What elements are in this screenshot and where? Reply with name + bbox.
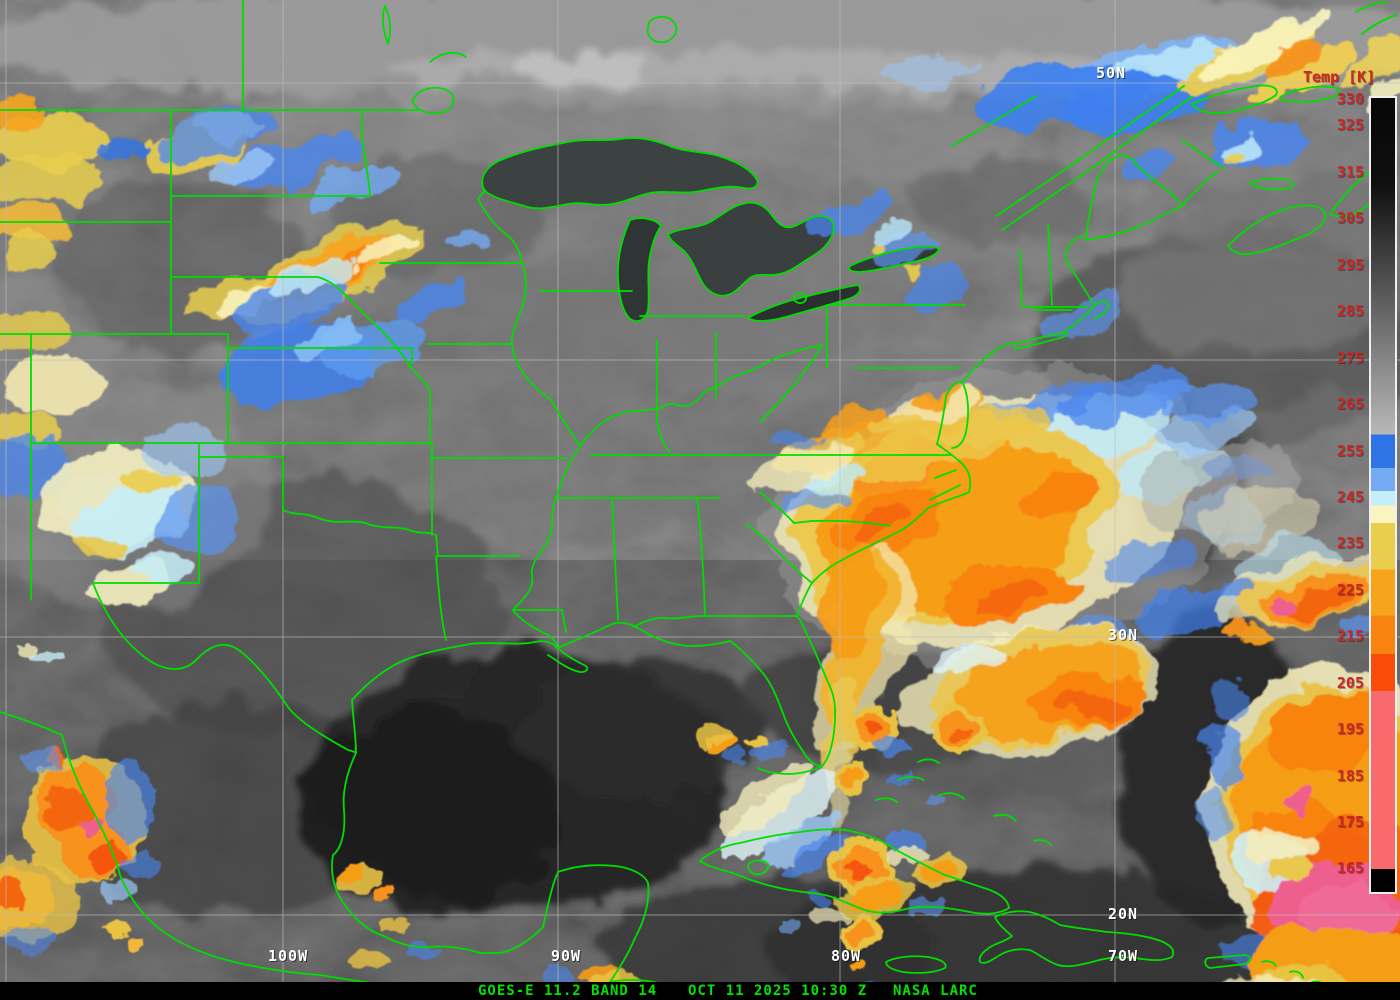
colorbar-tick: 175 [1336,813,1364,831]
satellite-id: GOES-E 11.2 BAND 14 [478,983,658,999]
lon-label-100w: 100W [268,947,309,965]
colorbar-tick: 245 [1336,488,1364,506]
agency-credit: NASA LARC [893,983,978,999]
storm-carolinas [751,366,1365,827]
lat-label-50n: 50N [1096,64,1127,82]
colorbar-tick: 285 [1336,302,1364,320]
colorbar-tick: 215 [1336,627,1364,645]
lat-label-20n: 20N [1108,905,1139,923]
colorbar-tick: 330 [1336,90,1364,108]
convection-caribbean [692,706,986,971]
lon-label-80w: 80W [831,947,862,965]
colorbar-tick: 265 [1336,395,1364,413]
lon-label-70w: 70W [1108,947,1139,965]
colorbar-tick: 205 [1336,674,1364,692]
colorbar-tick: 325 [1336,116,1364,134]
timestamp: OCT 11 2025 10:30 Z [688,983,868,999]
colorbar-tick: 235 [1336,534,1364,552]
colorbar-tick: 295 [1336,256,1364,274]
convection-mexico [0,642,882,1000]
colorbar-gradient [1371,98,1395,892]
colorbar-tick: 195 [1336,720,1364,738]
lat-label-30n: 30N [1108,626,1139,644]
colorbar-tick: 315 [1336,163,1364,181]
colorbar-tick: 185 [1336,767,1364,785]
convection-cells-layer [0,642,986,1000]
colorbar-tick: 275 [1336,349,1364,367]
lon-label-90w: 90W [551,947,582,965]
great-lakes-water [482,138,939,322]
tropical-cyclone-atlantic [1200,555,1400,1000]
temp-colorbar [1369,96,1397,894]
colorbar-tick: 165 [1336,859,1364,877]
colorbar-tick: 305 [1336,209,1364,227]
cold-clouds-southwest [0,305,245,608]
status-bar: GOES-E 11.2 BAND 14 OCT 11 2025 10:30 Z … [0,982,1400,1000]
cold-clouds-northern-plains [0,97,490,408]
colorbar-tick: 225 [1336,581,1364,599]
colorbar-tick: 255 [1336,442,1364,460]
colorbar-title: Temp [K] [1303,68,1376,86]
